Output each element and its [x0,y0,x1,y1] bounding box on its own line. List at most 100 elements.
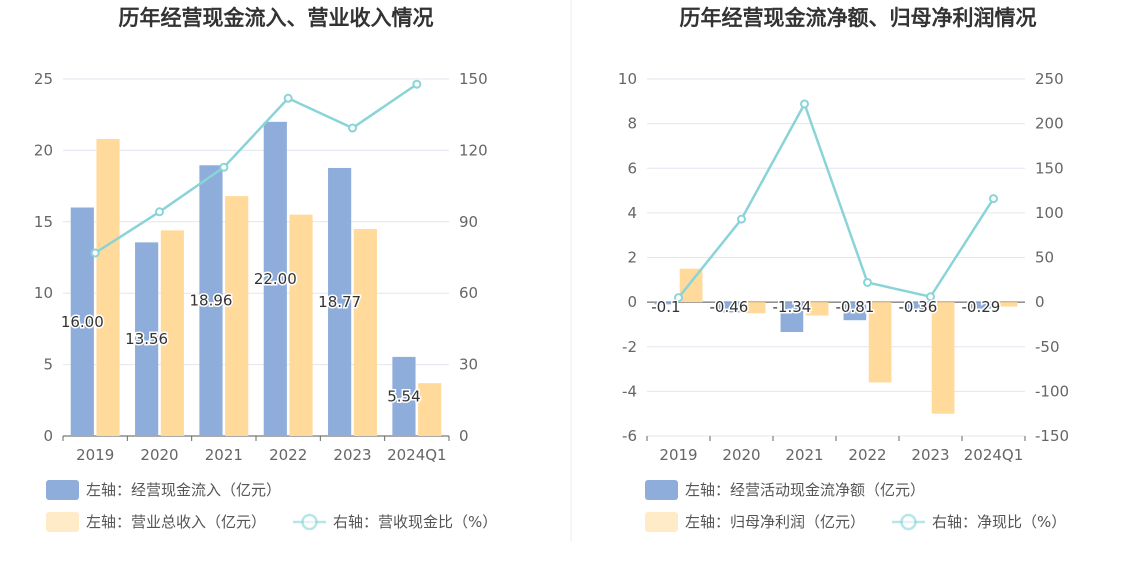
bar [225,196,249,436]
bar-data-label: -0.36 [898,298,937,316]
left-axis-tick-label: 4 [627,204,637,222]
line-point [863,277,872,287]
line-point [412,79,422,89]
bar-data-label: -0.29 [961,298,1000,316]
line-point [283,93,293,103]
line-point [219,162,229,172]
x-axis-tick-label: 2023 [911,446,949,464]
left-axis-tick-label: 5 [43,356,53,374]
bar [392,356,416,436]
bar [160,230,184,436]
gridlines [647,78,1025,437]
bar [135,242,159,436]
right-axis-tick-label: -50 [1035,338,1060,356]
legend-line-marker [900,513,917,531]
x-axis-tick-label: 2024Q1 [964,446,1024,464]
bar [263,121,287,436]
x-axis-tick-label: 2022 [848,446,886,464]
bar [199,165,223,436]
chart-cash-inflow-revenue: 历年经营现金流入、营业收入情况 0 5 10 15 20 25 0 30 60 90 120 150 2… [34,6,497,532]
x-axis-tick-label: 2019 [76,446,114,464]
bar-data-label: -0.1 [651,298,680,316]
x-axis-tick-label: 2020 [722,446,760,464]
left-axis-tick-label: -2 [622,338,637,356]
bar [70,207,94,436]
right-axis-tick-label: -150 [1035,427,1069,445]
left-axis-tick-label: 15 [34,213,53,231]
bar [418,383,442,436]
right-axis-tick-label: 120 [459,141,488,159]
left-axis-tick-label: 0 [43,427,53,445]
x-axis-tick-label: 2023 [333,446,371,464]
legend-label: 右轴：营收现金比（%） [333,513,497,531]
legend-label: 左轴：归母净利润（亿元） [685,513,865,531]
line-point [348,123,357,133]
bar [353,228,377,436]
line-series [94,83,418,255]
left-axis-tick-label: 6 [627,159,637,177]
bar [328,167,352,436]
x-axis-tick-label: 2020 [140,446,178,464]
right-axis-tick-label: 150 [1035,159,1064,177]
bar [969,302,993,309]
legend-label: 右轴：净现比（%） [932,513,1066,531]
legend-swatch [46,512,79,532]
bar [742,302,766,314]
line-point [90,248,100,258]
legend-swatch [46,480,79,500]
bar-data-label: 18.77 [318,293,361,311]
bar [843,302,867,321]
bar [289,214,313,436]
right-axis-tick-label: -100 [1035,382,1069,400]
bar [654,302,678,305]
x-axis-tick-label: 2019 [659,446,697,464]
bar-data-label: -1.34 [772,298,811,316]
right-axis-tick-label: 60 [459,284,478,302]
left-axis-tick-label: 8 [627,115,637,133]
chart-title: 历年经营现金流入、营业收入情况 [119,6,434,30]
right-axis-tick-label: 250 [1035,70,1064,88]
right-axis-tick-label: 0 [459,427,469,445]
legend-swatch [645,512,678,532]
x-axis-tick-label: 2021 [785,446,823,464]
legend-label: 左轴：经营现金流入（亿元） [86,481,281,499]
line-series [677,100,995,299]
bar [679,268,703,303]
legend-line-marker [301,513,318,531]
bar [868,302,892,383]
x-axis-tick-label: 2024Q1 [387,446,447,464]
x-axis-tick-label: 2021 [205,446,243,464]
bar-data-label: -0.46 [709,298,748,316]
bar [717,302,741,313]
chart-net-cashflow-profit: 历年经营现金流净额、归母净利润情况 -6 -4 -2 0 2 4 6 8 10 -150 -100 -… [618,6,1069,532]
bar [96,138,120,436]
right-axis-tick-label: 30 [459,356,478,374]
bar [906,302,930,311]
right-axis-tick-label: 100 [1035,204,1064,222]
left-axis-tick-label: -6 [622,427,637,445]
left-axis-tick-label: 20 [34,141,53,159]
bar-data-label: -0.81 [835,298,874,316]
bar [994,302,1018,307]
line-point [155,207,164,217]
bar-data-label: 22.00 [254,270,297,288]
left-axis-tick-label: -4 [622,382,637,400]
bar-data-label: 18.96 [189,292,232,310]
right-axis-tick-label: 200 [1035,115,1064,133]
left-axis-tick-label: 10 [618,70,637,88]
bar-data-label: 13.56 [125,330,168,348]
chart-title: 历年经营现金流净额、归母净利润情况 [680,6,1037,30]
line-point [674,293,683,303]
right-axis-tick-label: 90 [459,213,478,231]
bar [805,302,829,316]
legend-label: 左轴：营业总收入（亿元） [86,513,266,531]
bar [780,302,804,333]
legend-swatch [645,480,678,500]
right-axis-tick-label: 0 [1035,293,1045,311]
bar [931,302,955,414]
left-axis-tick-label: 0 [627,293,637,311]
line-point [989,194,998,204]
line-point [737,214,746,224]
legend-label: 左轴：经营活动现金流净额（亿元） [685,481,925,499]
